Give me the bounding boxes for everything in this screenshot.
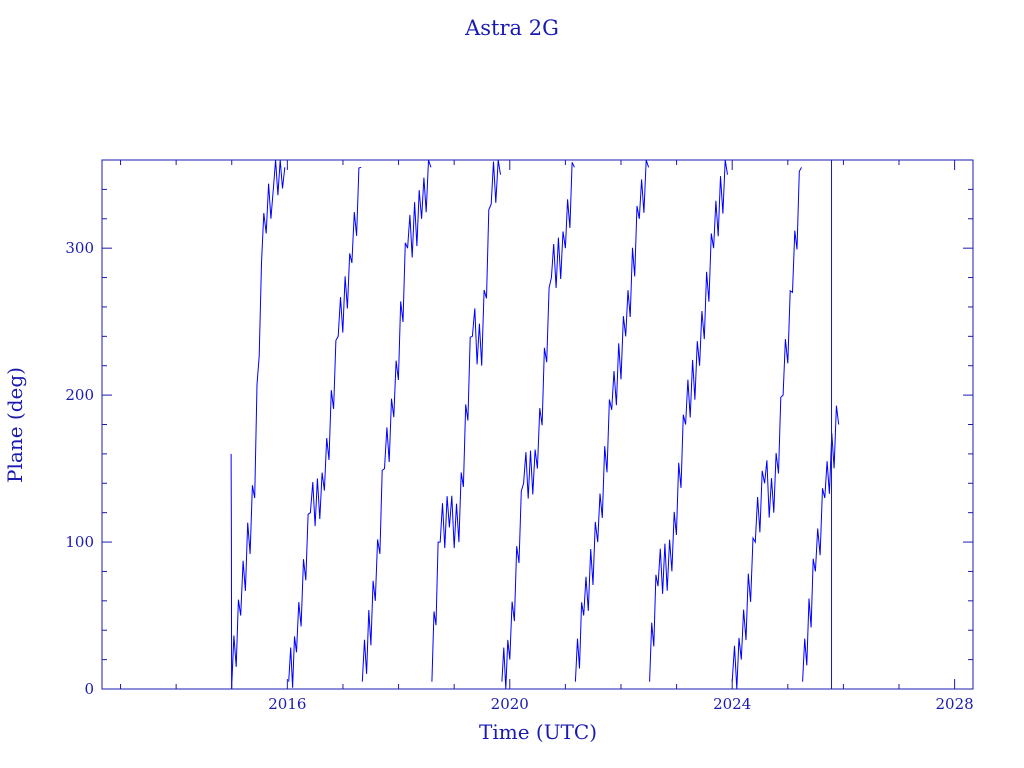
x-tick-label-2024: 2024 <box>713 695 751 713</box>
chart-title: Astra 2G <box>465 16 559 40</box>
y-axis-label: Plane (deg) <box>3 367 27 483</box>
series-0-segment-3 <box>431 159 501 682</box>
series-0-segment-5 <box>574 159 650 682</box>
series-0-segment-6 <box>649 159 728 682</box>
series-0-segment-2 <box>361 159 432 682</box>
x-tick-label-2028: 2028 <box>936 695 974 713</box>
y-tick-label-100: 100 <box>65 533 94 551</box>
y-tick-label-0: 0 <box>84 680 94 698</box>
x-axis-label: Time (UTC) <box>479 720 597 744</box>
series-0-segment-8 <box>802 405 840 682</box>
plot-frame <box>101 159 974 690</box>
x-tick-label-2020: 2020 <box>491 695 529 713</box>
series-0-segment-0 <box>230 159 286 690</box>
series-0-segment-1 <box>288 166 362 688</box>
y-tick-label-300: 300 <box>65 239 94 257</box>
series-0-segment-7 <box>731 167 802 690</box>
y-tick-label-200: 200 <box>65 386 94 404</box>
x-tick-label-2016: 2016 <box>268 695 306 713</box>
series-0-segment-4 <box>501 162 575 690</box>
